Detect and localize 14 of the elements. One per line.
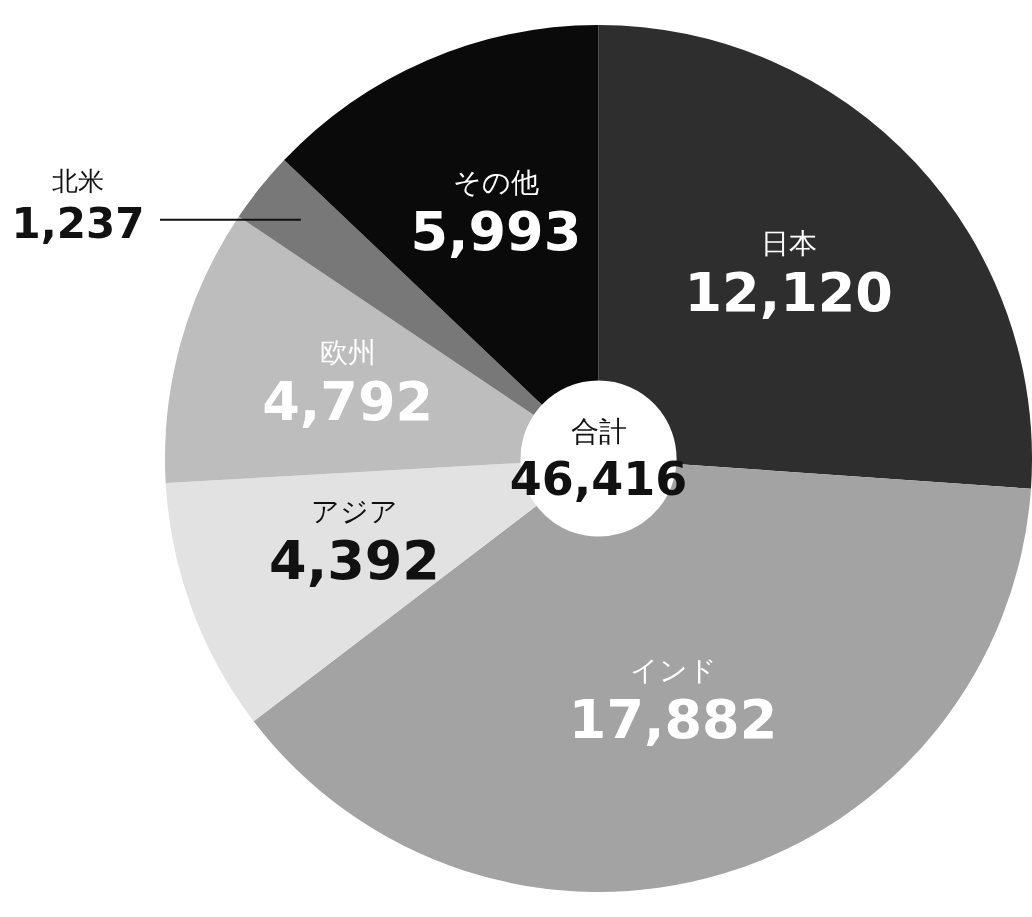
slice-label: その他: [452, 165, 539, 199]
data-label: 12,120: [684, 261, 893, 325]
slice-label: 北米: [52, 165, 104, 196]
data-label: 4,392: [269, 528, 440, 592]
data-label: 1,237: [11, 198, 145, 248]
slice-label: インド: [629, 653, 717, 687]
slice-label: 欧州: [319, 335, 376, 369]
data-label: 4,792: [262, 369, 434, 433]
text: 46,416: [509, 451, 688, 506]
data-label: 5,993: [410, 199, 582, 263]
slice-label: アジア: [311, 494, 399, 528]
text: 合計: [570, 414, 627, 448]
slice-label: 日本: [760, 227, 817, 261]
data-label: 17,882: [568, 687, 778, 751]
